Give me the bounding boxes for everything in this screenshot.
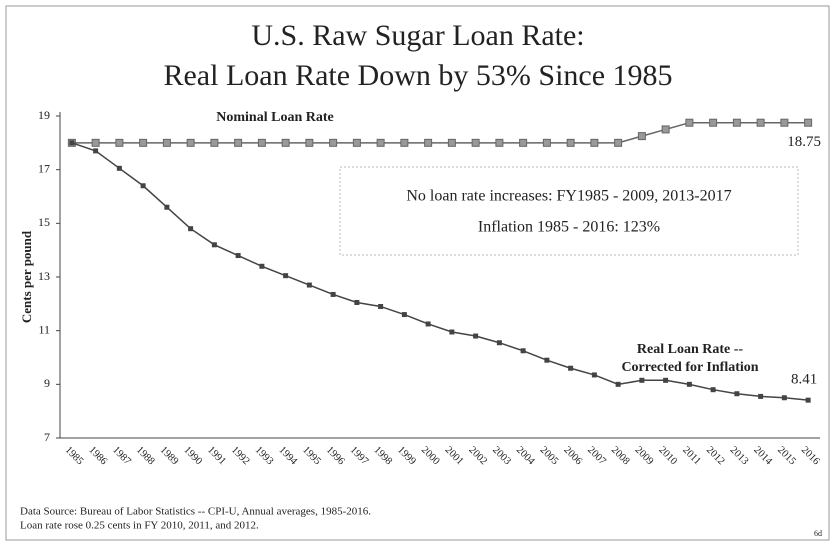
marker — [140, 183, 146, 189]
marker — [473, 333, 479, 339]
marker — [257, 138, 266, 147]
marker — [211, 242, 217, 248]
marker — [425, 321, 431, 327]
marker — [164, 204, 170, 210]
marker — [401, 312, 407, 318]
marker — [449, 329, 455, 335]
series-label: Corrected for Inflation — [621, 360, 758, 375]
marker — [400, 138, 409, 147]
y-axis-label: Cents per pound — [19, 230, 34, 323]
marker — [210, 138, 219, 147]
marker — [758, 393, 764, 399]
marker — [590, 138, 599, 147]
frame — [5, 5, 830, 541]
y-tick-label: 13 — [38, 269, 50, 283]
y-tick-label: 7 — [44, 430, 50, 444]
marker — [661, 125, 670, 134]
marker — [544, 357, 550, 363]
marker — [139, 138, 148, 147]
marker — [804, 118, 813, 127]
page-number: 6d — [814, 529, 822, 538]
marker — [69, 140, 75, 146]
data-label: 18.75 — [787, 134, 821, 150]
y-tick-label: 19 — [38, 108, 50, 122]
marker — [234, 138, 243, 147]
footnote: Data Source: Bureau of Labor Statistics … — [20, 506, 371, 518]
y-tick-label: 11 — [38, 322, 50, 336]
marker — [115, 138, 124, 147]
marker — [685, 118, 694, 127]
y-tick-label: 9 — [44, 376, 50, 390]
marker — [281, 138, 290, 147]
annotation-box — [339, 166, 799, 256]
marker — [424, 138, 433, 147]
marker — [91, 138, 100, 147]
series-label: Real Loan Rate -- — [637, 342, 743, 357]
marker — [495, 138, 504, 147]
marker — [663, 377, 669, 383]
marker — [519, 138, 528, 147]
marker — [780, 118, 789, 127]
marker — [186, 138, 195, 147]
marker — [188, 226, 194, 232]
annotation: No loan rate increases: FY1985 - 2009, 2… — [406, 188, 731, 205]
marker — [116, 165, 122, 171]
marker — [305, 138, 314, 147]
marker — [568, 365, 574, 371]
marker — [496, 340, 502, 346]
marker — [637, 132, 646, 141]
marker — [162, 138, 171, 147]
marker — [378, 304, 384, 310]
marker — [471, 138, 480, 147]
series-label: Nominal Loan Rate — [216, 110, 333, 125]
marker — [542, 138, 551, 147]
marker — [447, 138, 456, 147]
marker — [686, 381, 692, 387]
marker — [591, 372, 597, 378]
marker — [781, 395, 787, 401]
marker — [756, 118, 765, 127]
chart-title: U.S. Raw Sugar Loan Rate: — [251, 19, 584, 52]
marker — [710, 387, 716, 393]
y-tick-label: 17 — [38, 161, 50, 175]
marker — [709, 118, 718, 127]
annotation: Inflation 1985 - 2016: 123% — [478, 219, 660, 236]
marker — [376, 138, 385, 147]
marker — [520, 348, 526, 354]
marker — [330, 291, 336, 297]
marker — [639, 377, 645, 383]
marker — [306, 282, 312, 288]
marker — [805, 397, 811, 403]
marker — [93, 148, 99, 154]
y-tick-label: 15 — [38, 215, 50, 229]
marker — [283, 273, 289, 279]
footnote: Loan rate rose 0.25 cents in FY 2010, 20… — [20, 520, 259, 532]
marker — [235, 253, 241, 259]
marker — [259, 263, 265, 269]
marker — [614, 138, 623, 147]
marker — [354, 299, 360, 305]
data-label: 8.41 — [791, 372, 817, 388]
series-line — [71, 142, 809, 401]
marker — [329, 138, 338, 147]
marker — [734, 391, 740, 397]
chart-subtitle: Real Loan Rate Down by 53% Since 1985 — [163, 59, 672, 92]
marker — [732, 118, 741, 127]
marker — [352, 138, 361, 147]
marker — [615, 381, 621, 387]
marker — [566, 138, 575, 147]
